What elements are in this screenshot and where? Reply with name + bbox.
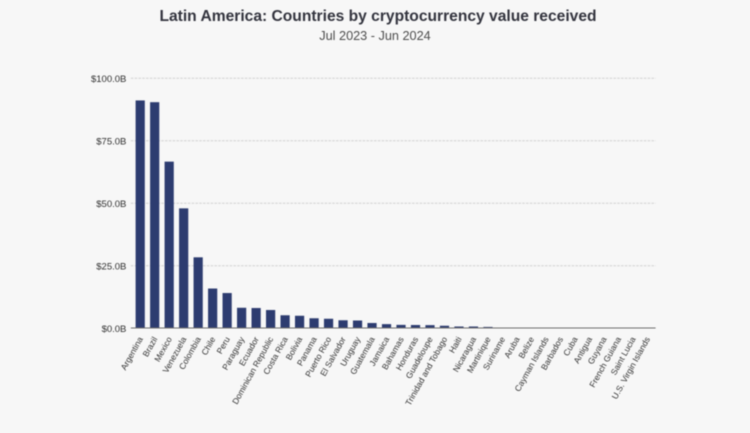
svg-text:$0.0B: $0.0B	[102, 324, 127, 335]
svg-text:$75.0B: $75.0B	[96, 137, 126, 148]
svg-text:$100.0B: $100.0B	[91, 74, 126, 85]
svg-text:$25.0B: $25.0B	[96, 262, 126, 273]
svg-text:$50.0B: $50.0B	[96, 199, 126, 210]
svg-text:Chile: Chile	[199, 335, 217, 357]
